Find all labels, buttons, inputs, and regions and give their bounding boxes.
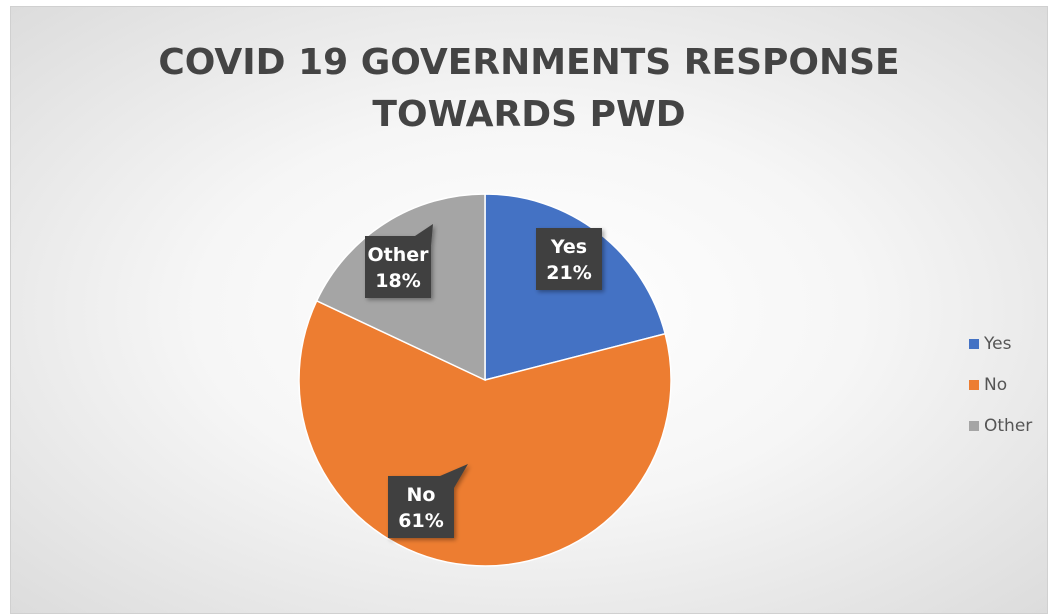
chart-title-line-2: TOWARDS PWD [372, 94, 686, 135]
legend-swatch-yes [969, 338, 979, 349]
data-label-name-yes: Yes [550, 236, 587, 258]
pie-chart: Yes 21% No 61% Other 18% [298, 193, 672, 567]
pie-slices [298, 193, 672, 567]
legend-label-no: No [984, 374, 1008, 395]
data-label-value-other: 18% [375, 270, 420, 292]
data-label-other: Other 18% [365, 224, 433, 298]
data-label-name-other: Other [367, 244, 429, 266]
legend-item-yes: Yes [969, 323, 1032, 364]
data-label-yes: Yes 21% [536, 228, 602, 290]
chart-title: COVID 19 GOVERNMENTS RESPONSE TOWARDS PW… [11, 37, 1047, 141]
data-label-no: No 61% [388, 464, 468, 538]
legend-label-other: Other [984, 415, 1033, 436]
legend-swatch-other [969, 420, 979, 431]
legend-item-other: Other [969, 405, 1032, 446]
chart-title-line-1: COVID 19 GOVERNMENTS RESPONSE [158, 42, 900, 83]
data-label-box-other [365, 224, 433, 298]
data-label-value-yes: 21% [546, 262, 591, 284]
legend-swatch-no [969, 379, 979, 390]
legend: Yes No Other [969, 323, 1032, 446]
data-label-box-yes [536, 228, 602, 290]
data-label-name-no: No [407, 484, 436, 506]
pie-data-labels: Yes 21% No 61% Other 18% [365, 224, 602, 538]
chart-area: COVID 19 GOVERNMENTS RESPONSE TOWARDS PW… [10, 6, 1048, 614]
data-label-box-no [388, 464, 468, 538]
data-label-value-no: 61% [398, 510, 443, 532]
legend-item-no: No [969, 364, 1032, 405]
legend-label-yes: Yes [984, 333, 1012, 354]
